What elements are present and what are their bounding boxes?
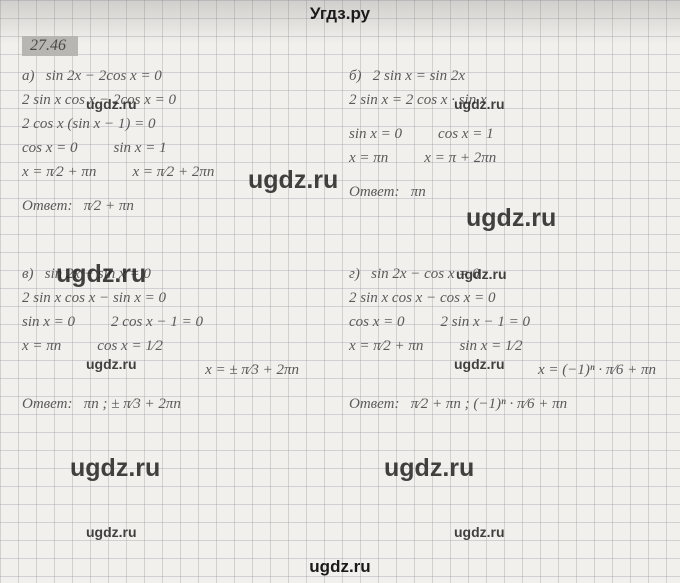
block-b-cases-1: sin x = 0 cos x = 1 <box>349 122 666 146</box>
block-v-eq2: 2 sin x cos x − sin x = 0 <box>22 286 339 310</box>
block-a-line-1: а) sin 2x − 2cos x = 0 <box>22 64 339 88</box>
site-footer: ugdz.ru <box>0 557 680 577</box>
block-b-line-1: б) 2 sin x = sin 2x <box>349 64 666 88</box>
problem-number-badge: 27.46 <box>22 36 78 56</box>
block-g-eq1: sin 2x − cos x = 0 <box>371 266 480 282</box>
block-g: г) sin 2x − cos x = 0 2 sin x cos x − co… <box>349 262 666 416</box>
block-v-c2a: x = πn <box>22 334 61 358</box>
block-v-line-1: в) sin 2x − sin x = 0 <box>22 262 339 286</box>
block-v-c3: x = ± π⁄3 + 2πn <box>22 358 339 382</box>
site-header: Угдз.ру <box>0 4 680 24</box>
block-a-cases-2: x = π⁄2 + πn x = π⁄2 + 2πn <box>22 160 339 184</box>
block-g-cases-2: x = π⁄2 + πn sin x = 1⁄2 <box>349 334 666 358</box>
watermark: ugdz.ru <box>454 524 505 540</box>
block-b-c2a: x = πn <box>349 146 388 170</box>
page-root: Угдз.ру 27.46 а) sin 2x − 2cos x = 0 2 s… <box>0 0 680 583</box>
watermark: ugdz.ru <box>86 524 137 540</box>
block-a-eq2: 2 sin x cos x − 2cos x = 0 <box>22 88 339 112</box>
block-b-c2b: x = π + 2πn <box>424 146 496 170</box>
block-a-cases-1: cos x = 0 sin x = 1 <box>22 136 339 160</box>
block-b-eq2: 2 sin x = 2 cos x · sin x <box>349 88 666 112</box>
block-g-tag: г) <box>349 266 360 282</box>
row-top: а) sin 2x − 2cos x = 0 2 sin x cos x − 2… <box>22 64 666 218</box>
watermark: ugdz.ru <box>70 454 160 483</box>
content-area: а) sin 2x − 2cos x = 0 2 sin x cos x − 2… <box>0 64 680 416</box>
block-g-c3: x = (−1)ⁿ · π⁄6 + πn <box>349 358 666 382</box>
block-v-tag: в) <box>22 266 34 282</box>
block-g-eq2: 2 sin x cos x − cos x = 0 <box>349 286 666 310</box>
block-g-c2a: x = π⁄2 + πn <box>349 334 423 358</box>
block-v-answer: Ответ: πn ; ± π⁄3 + 2πn <box>22 392 339 416</box>
block-b-tag: б) <box>349 68 362 84</box>
block-a-answer-label: Ответ: <box>22 198 72 214</box>
block-a-answer: Ответ: π⁄2 + πn <box>22 194 339 218</box>
block-b-answer-value: πn <box>411 184 426 200</box>
block-a: а) sin 2x − 2cos x = 0 2 sin x cos x − 2… <box>22 64 339 218</box>
block-g-cases-1: cos x = 0 2 sin x − 1 = 0 <box>349 310 666 334</box>
block-a-answer-value: π⁄2 + πn <box>84 198 134 214</box>
block-g-answer-label: Ответ: <box>349 396 399 412</box>
block-a-eq3: 2 cos x (sin x − 1) = 0 <box>22 112 339 136</box>
block-g-answer-value: π⁄2 + πn ; (−1)ⁿ · π⁄6 + πn <box>411 396 567 412</box>
block-g-answer: Ответ: π⁄2 + πn ; (−1)ⁿ · π⁄6 + πn <box>349 392 666 416</box>
block-a-tag: а) <box>22 68 35 84</box>
block-a-c1a: cos x = 0 <box>22 136 78 160</box>
block-g-line-1: г) sin 2x − cos x = 0 <box>349 262 666 286</box>
block-b-eq1: 2 sin x = sin 2x <box>373 68 465 84</box>
block-v-c2b: cos x = 1⁄2 <box>97 334 163 358</box>
block-v-answer-value: πn ; ± π⁄3 + 2πn <box>84 396 181 412</box>
block-a-c2a: x = π⁄2 + πn <box>22 160 96 184</box>
block-b-c1a: sin x = 0 <box>349 122 402 146</box>
block-v-cases-1: sin x = 0 2 cos x − 1 = 0 <box>22 310 339 334</box>
block-v-cases-2: x = πn cos x = 1⁄2 <box>22 334 339 358</box>
block-g-c1b: 2 sin x − 1 = 0 <box>441 310 530 334</box>
block-a-c1b: sin x = 1 <box>114 136 167 160</box>
block-v-c1a: sin x = 0 <box>22 310 75 334</box>
row-bottom: в) sin 2x − sin x = 0 2 sin x cos x − si… <box>22 262 666 416</box>
block-b-answer-label: Ответ: <box>349 184 399 200</box>
block-b-c1b: cos x = 1 <box>438 122 494 146</box>
block-v-c1b: 2 cos x − 1 = 0 <box>111 310 203 334</box>
block-a-c2b: x = π⁄2 + 2πn <box>132 160 214 184</box>
block-b-cases-2: x = πn x = π + 2πn <box>349 146 666 170</box>
block-v-answer-label: Ответ: <box>22 396 72 412</box>
block-b-answer: Ответ: πn <box>349 180 666 204</box>
block-v-eq1: sin 2x − sin x = 0 <box>45 266 151 282</box>
block-g-c1a: cos x = 0 <box>349 310 405 334</box>
watermark: ugdz.ru <box>384 454 474 483</box>
block-a-eq1: sin 2x − 2cos x = 0 <box>46 68 162 84</box>
block-v: в) sin 2x − sin x = 0 2 sin x cos x − si… <box>22 262 339 416</box>
block-g-c2b: sin x = 1⁄2 <box>459 334 522 358</box>
block-b: б) 2 sin x = sin 2x 2 sin x = 2 cos x · … <box>349 64 666 218</box>
